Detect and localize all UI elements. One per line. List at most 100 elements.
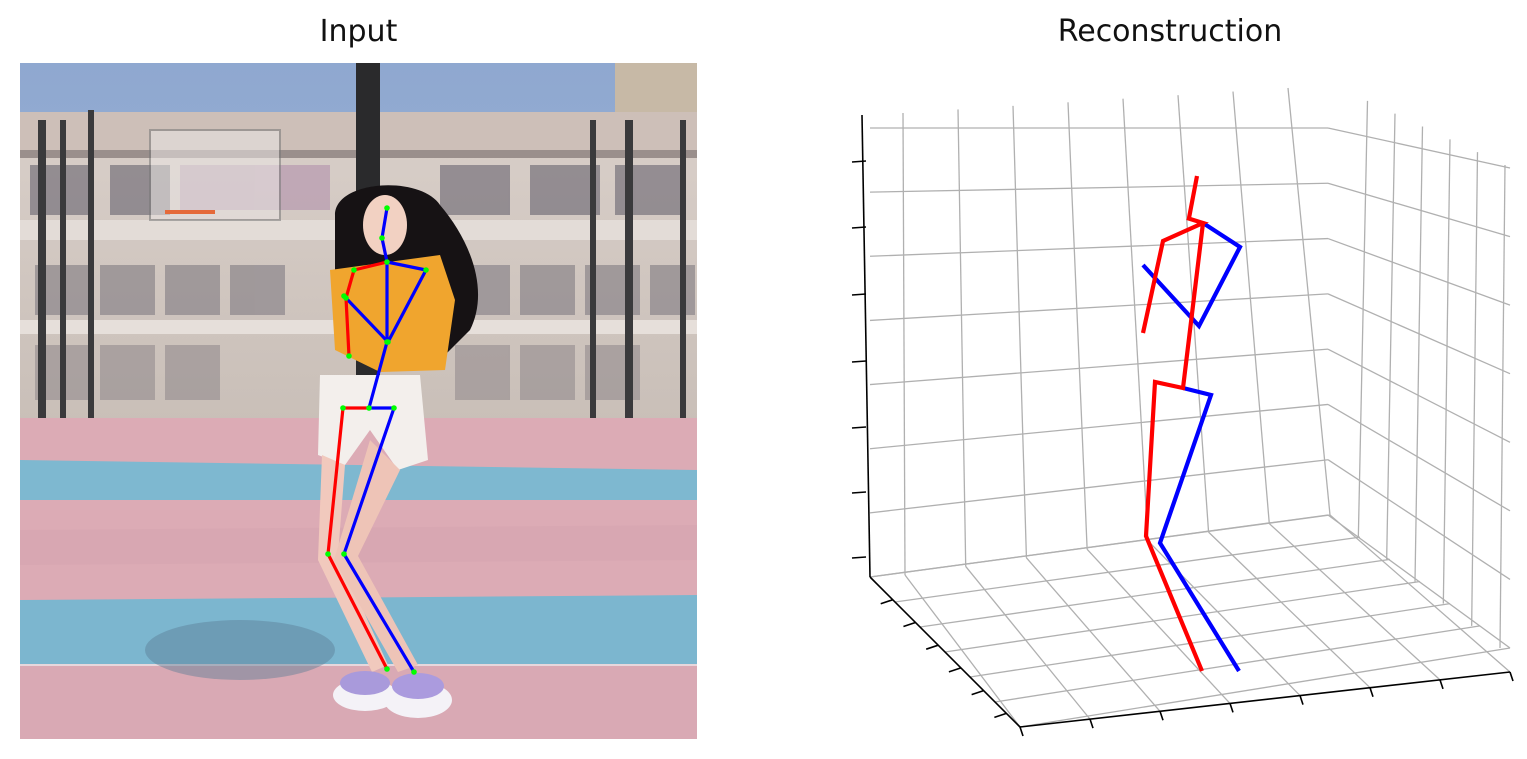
- grid-back-vertical: [1012, 105, 1028, 558]
- x-axis-tick: [1509, 671, 1514, 682]
- y-axis-tick: [971, 689, 984, 696]
- y-axis-tick: [903, 621, 916, 628]
- grid-back-horizontal: [869, 403, 1329, 450]
- grid-back-vertical: [957, 109, 967, 567]
- grid-back-vertical: [1232, 91, 1270, 524]
- x-axis-tick: [1159, 711, 1164, 721]
- grid-back-horizontal: [869, 182, 1329, 193]
- y-axis-tick: [880, 598, 893, 605]
- keypoint-l_wrist: [341, 293, 347, 299]
- keypoint-spine: [384, 339, 390, 345]
- bone-2d-right-r_shoulder-r_elbow: [344, 268, 356, 300]
- y-axis-tick: [948, 667, 962, 673]
- y-axis-tick: [994, 712, 1007, 719]
- grid-side-vertical: [1442, 139, 1451, 604]
- grid-floor-depth: [1329, 514, 1511, 673]
- grid-side-horizontal: [1327, 127, 1511, 169]
- grid-side-horizontal: [1327, 182, 1511, 238]
- bone-2d-left-spine-pelvis: [367, 340, 389, 410]
- keypoint-l_knee: [341, 551, 347, 557]
- bone-2d-left-l_shoulder-l_elbow: [386, 268, 428, 344]
- grid-floor-depth: [1208, 531, 1371, 689]
- grid-floor-width: [869, 514, 1331, 578]
- input-panel-title: Input: [319, 14, 398, 49]
- bone-2d-left-l_knee-l_ankle: [342, 552, 416, 674]
- grid-side-vertical: [1414, 126, 1424, 582]
- z-axis-tick: [851, 293, 867, 296]
- bone-2d-right-r_knee-r_ankle: [326, 552, 389, 671]
- reconstruction-3d-axes: [851, 87, 1514, 737]
- z-axis-tick: [851, 491, 867, 494]
- keypoint-l_ankle: [411, 669, 417, 675]
- grid-side-horizontal: [1327, 237, 1511, 306]
- skeleton-2d-overlay: [325, 205, 429, 675]
- grid-back-horizontal: [869, 459, 1329, 514]
- y-axis-tick: [925, 644, 939, 650]
- keypoint-head: [379, 235, 385, 241]
- keypoint-r_hip: [340, 405, 346, 411]
- bone-3d-right-1: [1140, 215, 1209, 334]
- keypoint-r_wrist: [346, 353, 352, 359]
- grid-floor-width: [919, 558, 1391, 628]
- bone-3d-right-0: [1186, 175, 1200, 219]
- x-axis-tick: [1229, 703, 1234, 713]
- bone-2d-left-head-neck: [380, 236, 389, 264]
- grid-back-horizontal: [869, 293, 1329, 322]
- bone-2d-right-neck-r_shoulder: [352, 260, 389, 272]
- z-axis-tick: [851, 360, 867, 363]
- x-axis-tick: [1019, 726, 1024, 737]
- grid-floor-width: [1019, 647, 1511, 728]
- grid-floor-depth: [965, 566, 1091, 720]
- keypoint-r_ankle: [384, 666, 390, 672]
- grid-back-horizontal: [869, 237, 1329, 257]
- x-axis-tick: [1369, 687, 1374, 697]
- bone-2d-right-r_elbow-r_wrist: [344, 296, 351, 358]
- input-photo: [20, 63, 697, 739]
- bone-3d-right-2: [1143, 222, 1206, 672]
- grid-floor-width: [969, 603, 1451, 678]
- grid-side-vertical: [1471, 152, 1479, 626]
- keypoint-l_hip: [391, 405, 397, 411]
- bone-2d-right-r_hip-r_knee: [326, 406, 345, 556]
- z-axis-line: [861, 114, 871, 578]
- x-axis-tick: [1299, 695, 1304, 705]
- grid-back-vertical: [1067, 102, 1088, 550]
- bone-2d-left-l_elbow-l_wrist: [342, 294, 390, 344]
- x-axis-tick: [1089, 718, 1094, 729]
- grid-side-horizontal: [1327, 459, 1511, 580]
- grid-back-vertical: [1287, 87, 1331, 516]
- keypoint-neck: [384, 259, 390, 265]
- grid-side-vertical: [1386, 113, 1396, 560]
- grid-side-horizontal: [1327, 348, 1511, 443]
- keypoint-head_top: [384, 205, 390, 211]
- grid-floor-depth: [1086, 548, 1231, 704]
- z-axis-tick: [851, 556, 867, 559]
- grid-side-vertical: [1357, 100, 1369, 538]
- y-axis-line: [869, 576, 1021, 728]
- grid-side-horizontal: [1327, 403, 1511, 512]
- bone-2d-left-neck-l_shoulder: [385, 260, 428, 272]
- x-axis-tick: [1439, 679, 1444, 690]
- grid-floor-depth: [1025, 557, 1161, 712]
- keypoint-l_shoulder: [423, 267, 429, 273]
- keypoint-r_knee: [325, 551, 331, 557]
- keypoint-pelvis: [366, 405, 372, 411]
- grid-floor-width: [994, 625, 1481, 703]
- bone-3d-left-0: [1141, 221, 1243, 330]
- x-axis-line: [1019, 671, 1511, 728]
- bone-2d-left-l_hip-l_knee: [342, 406, 396, 556]
- grid-back-horizontal: [869, 348, 1329, 386]
- z-axis-tick: [851, 160, 867, 163]
- bone-3d-left-1: [1157, 385, 1241, 673]
- skeleton-3d: [1140, 175, 1243, 673]
- grid-floor-width: [944, 580, 1421, 653]
- grid-back-vertical: [902, 112, 906, 576]
- grid-back-vertical: [1122, 98, 1149, 541]
- grid-floor-depth: [1268, 523, 1441, 681]
- bone-2d-left-head_top-head: [380, 206, 389, 240]
- z-axis-tick: [851, 226, 867, 229]
- keypoint-r_shoulder: [351, 267, 357, 273]
- reconstruction-panel-title: Reconstruction: [1057, 14, 1283, 49]
- grid-side-vertical: [1499, 164, 1506, 649]
